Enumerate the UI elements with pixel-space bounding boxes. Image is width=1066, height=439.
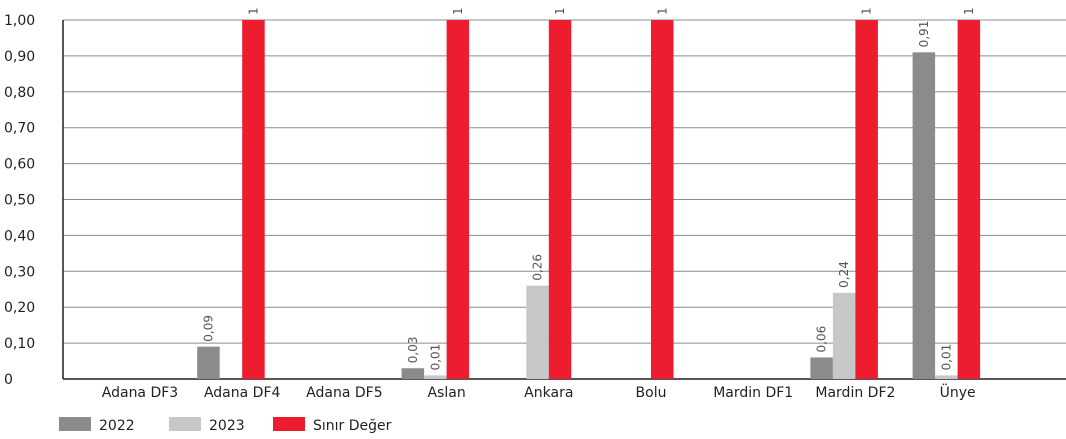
bar — [651, 20, 674, 379]
bar — [424, 375, 447, 379]
x-tick-label: Ünye — [940, 383, 976, 401]
legend-swatch — [273, 417, 305, 431]
y-tick-label: 0,70 — [4, 121, 35, 137]
data-label: 1 — [962, 7, 976, 15]
y-tick-label: 0,80 — [4, 85, 35, 101]
y-tick-label: 0,90 — [4, 49, 35, 65]
bar — [855, 20, 878, 379]
y-tick-label: 1,00 — [4, 13, 35, 29]
x-tick-label: Adana DF5 — [306, 385, 382, 401]
bar — [401, 368, 425, 379]
data-label: 0,09 — [201, 315, 215, 342]
legend-label: 2023 — [209, 418, 245, 434]
axes: 0 0,10 0,20 0,30 0,40 0,50 0,60 0,70 0,80 0,90 1,0… — [4, 13, 1066, 401]
bar — [935, 375, 958, 379]
bar — [197, 346, 220, 379]
bar — [957, 20, 981, 379]
bar — [912, 52, 936, 380]
y-tick-label: 0,20 — [4, 300, 35, 316]
x-tick-label: Ankara — [524, 385, 573, 401]
data-labels: 0,09 0,03 0,06 0,91 0,01 0,26 0,24 0,01 1 1 1 1 1 1 — [201, 7, 975, 370]
data-label: 0,24 — [837, 261, 851, 288]
legend-swatch — [169, 417, 201, 431]
bar — [446, 20, 470, 379]
bars — [197, 20, 981, 380]
data-label: 1 — [553, 7, 567, 15]
y-tick-label: 0,10 — [4, 336, 35, 352]
legend-label: 2022 — [99, 418, 135, 434]
bar — [242, 20, 265, 379]
legend-label: Sınır Değer — [313, 418, 392, 434]
x-tick-label: Mardin DF2 — [815, 385, 895, 401]
y-tick-label: 0 — [4, 372, 13, 388]
x-tick-label: Bolu — [636, 385, 667, 401]
y-tick-label: 0,50 — [4, 193, 35, 209]
y-tick-label: 0,30 — [4, 264, 35, 280]
data-label: 0,06 — [815, 326, 829, 353]
x-tick-label: Adana DF3 — [102, 385, 178, 401]
bar — [548, 20, 572, 379]
data-label: 0,26 — [531, 254, 545, 281]
data-label: 0,01 — [939, 344, 953, 371]
data-label: 1 — [860, 7, 874, 15]
bar — [526, 285, 549, 379]
data-label: 0,01 — [428, 344, 442, 371]
y-tick-label: 0,60 — [4, 157, 35, 173]
y-tick-label: 0,40 — [4, 228, 35, 244]
x-tick-label: Mardin DF1 — [713, 385, 793, 401]
legend: 2022 2023 Sınır Değer — [59, 417, 392, 434]
x-tick-label: Adana DF4 — [204, 385, 281, 401]
bar — [832, 292, 856, 379]
data-label: 0,91 — [917, 21, 931, 48]
data-label: 1 — [655, 7, 669, 15]
data-label: 0,03 — [406, 337, 420, 364]
x-tick-label: Aslan — [427, 385, 465, 401]
legend-swatch — [59, 417, 91, 431]
bar — [810, 357, 833, 379]
data-label: 1 — [246, 7, 260, 15]
data-label: 1 — [451, 7, 465, 15]
